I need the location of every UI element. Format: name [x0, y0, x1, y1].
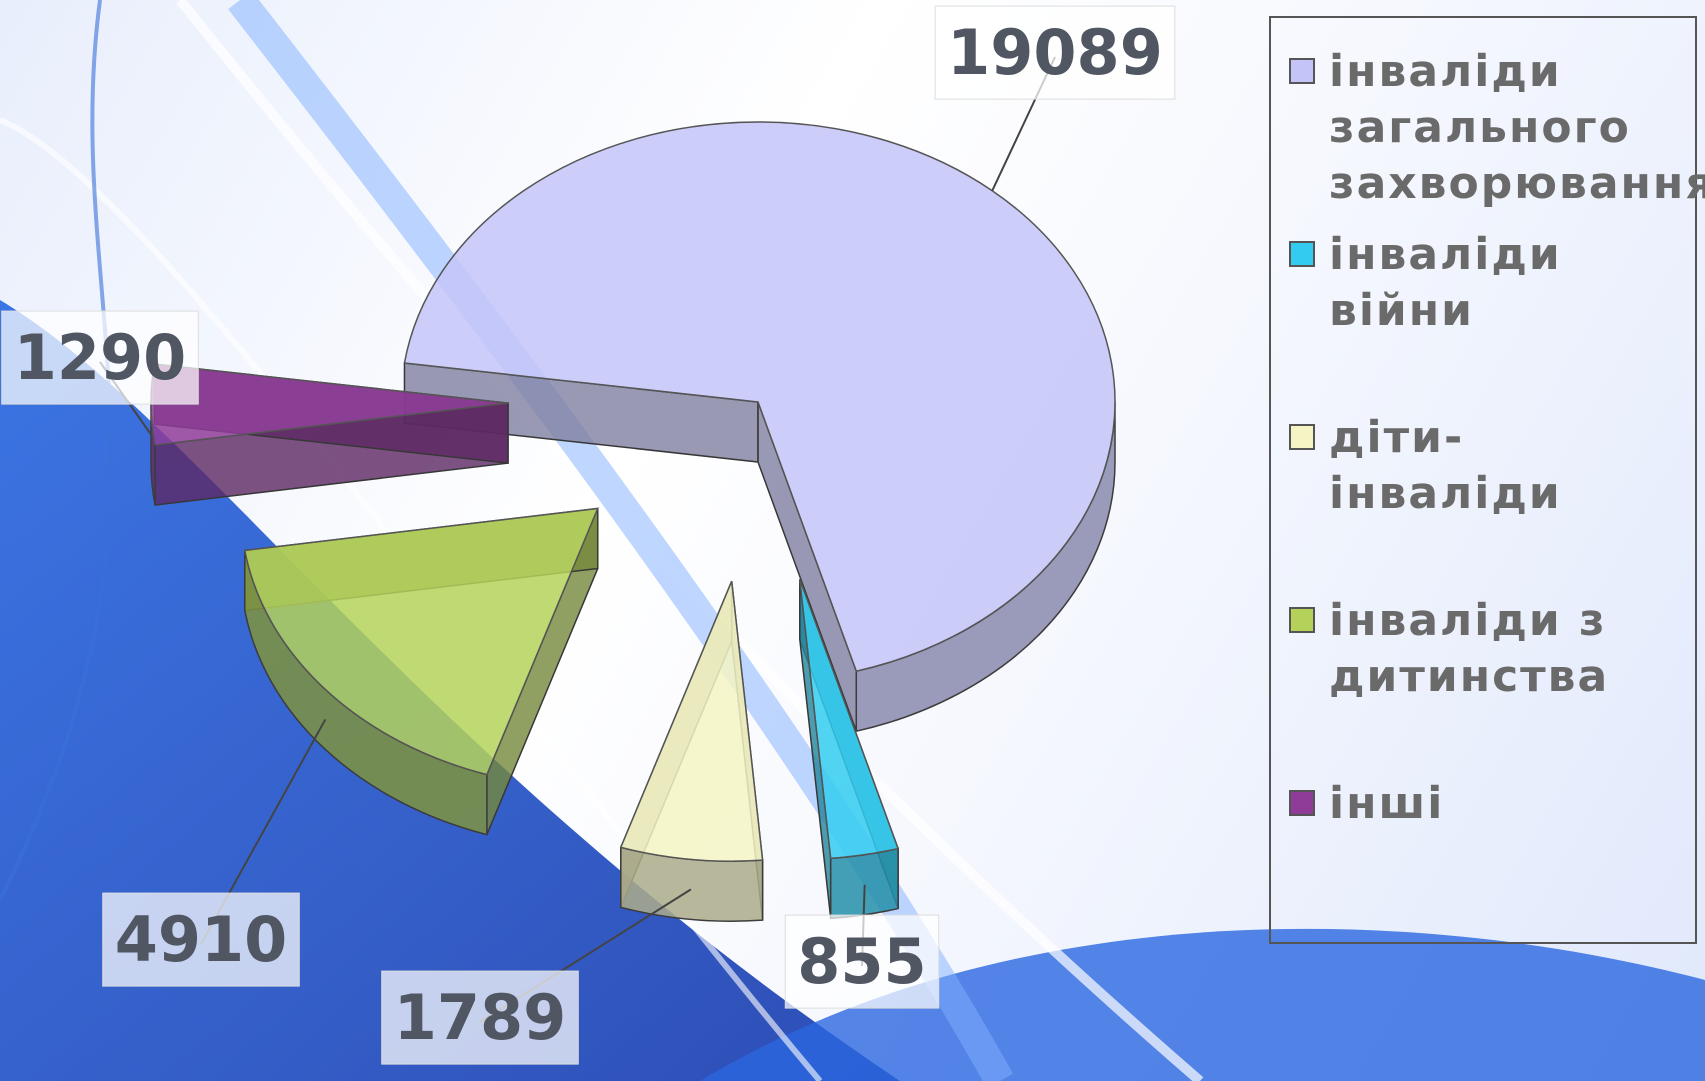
slide: 19089 855 1789 4910 1290 інваліди загального…: [0, 0, 1705, 1081]
legend-label: інваліди війни: [1329, 227, 1689, 339]
legend-key: [1289, 241, 1315, 267]
value-label: 1789: [394, 981, 567, 1054]
legend-item: інваліди з дитинства: [1289, 593, 1689, 705]
legend-label: інваліди загального захворювання: [1329, 44, 1705, 212]
legend-label: діти-інваліди: [1329, 410, 1689, 522]
legend: інваліди загального захворювання інваліди…: [1269, 16, 1697, 944]
legend-item: інші: [1289, 776, 1689, 832]
legend-label: інші: [1329, 776, 1444, 832]
pie-slice: [621, 581, 763, 861]
legend-key: [1289, 424, 1315, 450]
value-label: 1290: [14, 321, 187, 394]
legend-key: [1289, 790, 1315, 816]
value-label: 19089: [947, 16, 1163, 89]
legend-key: [1289, 607, 1315, 633]
legend-item: діти-інваліди: [1289, 410, 1689, 522]
value-label: 4910: [115, 903, 288, 976]
legend-item: інваліди війни: [1289, 227, 1689, 339]
legend-item: інваліди загального захворювання: [1289, 44, 1689, 212]
legend-key: [1289, 58, 1315, 84]
value-label: 855: [797, 925, 926, 998]
legend-label: інваліди з дитинства: [1329, 593, 1689, 705]
